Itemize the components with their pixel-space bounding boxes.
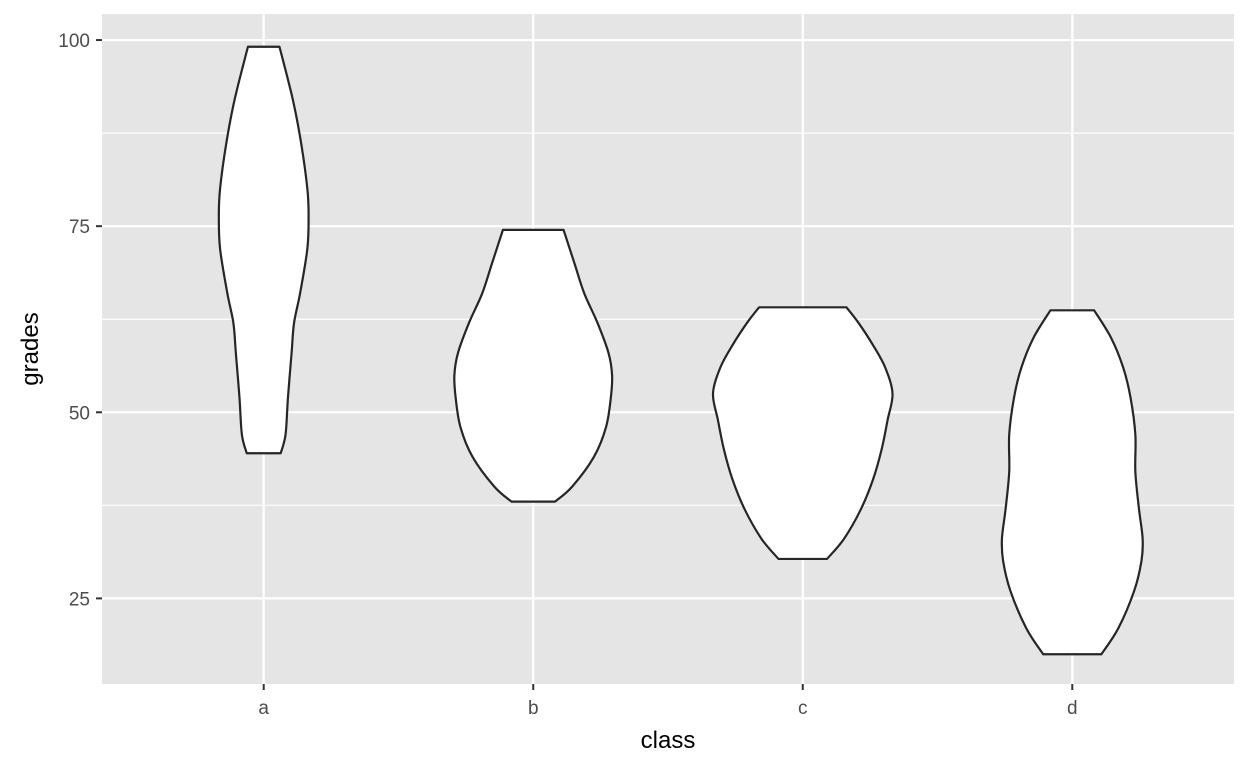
x-tick-label: c (798, 698, 808, 719)
violin-b (453, 228, 614, 503)
y-tick-label: 100 (58, 31, 90, 52)
y-axis-ticks: 25 50 75 100 (58, 31, 102, 610)
y-tick-label: 50 (69, 403, 90, 424)
x-tick-label: b (528, 698, 539, 719)
y-tick-label: 75 (69, 217, 90, 238)
x-tick-label: a (258, 698, 269, 719)
violins (217, 45, 1144, 656)
x-tick-label: d (1067, 698, 1078, 719)
x-axis-title: class (641, 727, 696, 754)
violin-a (217, 45, 310, 455)
violin-c (711, 306, 894, 561)
x-axis-ticks: a b c d (258, 684, 1078, 719)
y-axis-title: grades (17, 312, 44, 385)
violin-d (1000, 309, 1144, 656)
y-tick-label: 25 (69, 589, 90, 610)
